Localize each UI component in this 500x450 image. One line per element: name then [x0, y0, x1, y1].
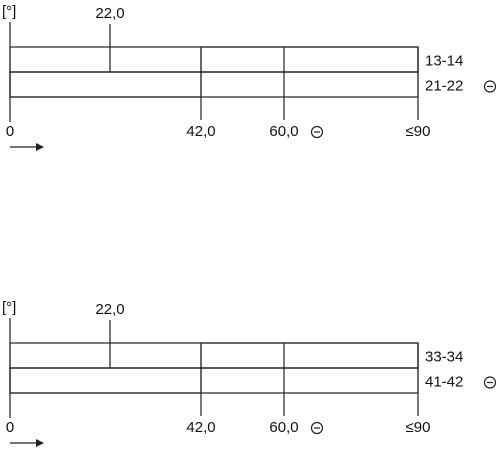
row-label: 33-34	[425, 348, 463, 365]
top-label: 22,0	[95, 301, 124, 318]
angle-label: ≤90	[406, 419, 431, 436]
row-bar-active	[200, 342, 419, 369]
panel: [°] 22,0 13-14 21-22 0 42,0 60,0 ≤90	[2, 3, 497, 151]
angle-label: 0	[6, 419, 14, 436]
angle-label: ≤90	[406, 123, 431, 140]
row-label: 21-22	[425, 77, 463, 94]
angle-label: 60,0	[269, 123, 298, 140]
minus-icon	[310, 125, 324, 139]
row-bar-active	[200, 46, 419, 73]
panel: [°] 22,0 33-34 41-42 0 42,0 60,0 ≤90	[2, 299, 497, 447]
angle-label: 0	[6, 123, 14, 140]
angle-label: 42,0	[186, 123, 215, 140]
row-bar-active	[9, 71, 202, 98]
row-bar	[9, 342, 419, 369]
unit-label: [°]	[2, 299, 16, 316]
angle-label: 42,0	[186, 419, 215, 436]
direction-arrowhead	[36, 143, 44, 151]
row-label: 13-14	[425, 52, 463, 69]
minus-icon	[310, 421, 324, 435]
unit-label: [°]	[2, 3, 16, 20]
angle-label: 60,0	[269, 419, 298, 436]
minus-icon	[483, 376, 497, 389]
row-bar-active	[9, 367, 202, 394]
row-bar	[9, 71, 419, 98]
row-label: 41-42	[425, 373, 463, 390]
row-bar	[9, 367, 419, 394]
minus-icon	[483, 80, 497, 93]
top-label: 22,0	[95, 5, 124, 22]
row-bar	[9, 46, 419, 73]
direction-arrowhead	[36, 439, 44, 447]
